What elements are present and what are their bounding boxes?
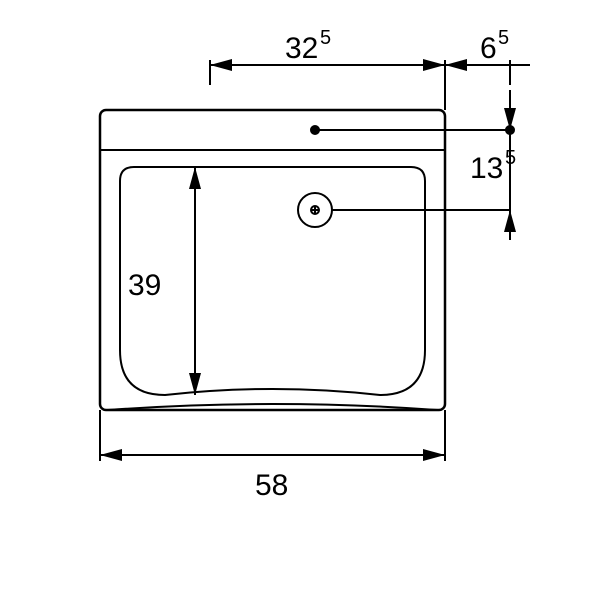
dim-label-58: 58 (255, 469, 288, 502)
arrowhead (423, 59, 445, 71)
dim-label-6-5: 6 (480, 32, 497, 65)
dim-label-13-5-sup: 5 (505, 147, 516, 169)
arrowhead (423, 449, 445, 461)
arrowhead (445, 59, 467, 71)
arrowhead (504, 210, 516, 232)
dim-label-32-5-sup: 5 (320, 27, 331, 49)
arrowhead (504, 108, 516, 130)
arrowhead (189, 167, 201, 189)
basin-inner-outline (120, 167, 425, 395)
dim-label-6-5-sup: 5 (498, 27, 509, 49)
arrowhead (210, 59, 232, 71)
sink-outer-rect (100, 110, 445, 410)
dim-label-39: 39 (128, 269, 161, 302)
dim-label-13-5: 13 (470, 152, 503, 185)
dim-label-32-5: 32 (285, 32, 318, 65)
arrowhead (100, 449, 122, 461)
